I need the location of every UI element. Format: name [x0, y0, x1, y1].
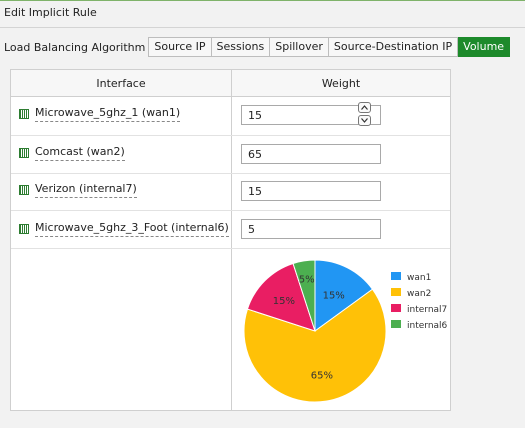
pie-slice-wan1 [314, 259, 374, 332]
table-row-interface: Comcast (wan2) [19, 145, 125, 161]
network-port-icon [19, 185, 29, 195]
algorithm-label: Load Balancing Algorithm [4, 40, 146, 54]
row-divider [11, 135, 450, 136]
legend-label-wan2: wan2 [407, 289, 431, 299]
interface-name[interactable]: Microwave_5ghz_1 (wan1) [35, 106, 181, 122]
pie-label-internal7: 15% [273, 296, 295, 307]
legend-swatch-internal6 [391, 320, 401, 328]
row-divider [11, 248, 450, 249]
table-row-interface: Microwave_5ghz_1 (wan1) [19, 106, 181, 122]
legend-swatch-wan2 [391, 288, 401, 296]
network-port-icon [19, 109, 29, 119]
weight-input-internal6[interactable] [241, 219, 381, 239]
algo-option-volume[interactable]: Volume [458, 37, 511, 57]
weight-table: Interface Weight Microwave_5ghz_1 (wan1)… [10, 69, 451, 411]
volume-pie-chart: 15% 65% 15% 5% wan1 wan2 internal7 internal6 [243, 259, 448, 403]
weight-input-wan2[interactable] [241, 144, 381, 164]
weight-input-wan1[interactable] [241, 105, 381, 125]
algo-option-sessions[interactable]: Sessions [211, 37, 271, 57]
legend-label-internal7: internal7 [407, 305, 447, 315]
table-row-interface: Microwave_5ghz_3_Foot (internal6) [19, 221, 229, 237]
chevron-down-icon[interactable] [358, 115, 371, 126]
page-title: Edit Implicit Rule [4, 6, 97, 19]
legend-label-internal6: internal6 [407, 321, 448, 331]
pie-slice-wan2 [243, 288, 387, 403]
weight-spinner[interactable] [358, 102, 372, 127]
table-row-interface: Verizon (internal7) [19, 182, 137, 198]
legend-label-wan1: wan1 [407, 273, 431, 283]
algo-option-source-ip[interactable]: Source IP [148, 37, 212, 57]
row-divider [11, 173, 450, 174]
interface-name[interactable]: Microwave_5ghz_3_Foot (internal6) [35, 221, 229, 237]
pie-slice-internal6 [292, 259, 316, 332]
header-interface: Interface [96, 77, 146, 90]
table-header: Interface Weight [11, 70, 450, 97]
row-divider [11, 210, 450, 211]
network-port-icon [19, 148, 29, 158]
column-divider [231, 70, 232, 410]
chevron-up-icon[interactable] [358, 102, 371, 113]
top-accent-line [0, 0, 525, 1]
interface-name[interactable]: Verizon (internal7) [35, 182, 137, 198]
interface-name[interactable]: Comcast (wan2) [35, 145, 125, 161]
title-divider [0, 27, 525, 28]
algo-option-source-destination-ip[interactable]: Source-Destination IP [328, 37, 459, 57]
header-weight: Weight [321, 77, 361, 90]
algo-option-spillover[interactable]: Spillover [270, 37, 329, 57]
network-port-icon [19, 224, 29, 234]
pie-label-wan2: 65% [311, 370, 333, 381]
pie-label-internal6: 5% [299, 274, 315, 285]
pie-label-wan1: 15% [323, 290, 345, 301]
legend-swatch-internal7 [391, 304, 401, 312]
legend-swatch-wan1 [391, 272, 401, 280]
algorithm-selector: Source IP Sessions Spillover Source-Dest… [148, 37, 511, 57]
algorithm-row: Load Balancing Algorithm Source IP Sessi… [4, 37, 511, 57]
weight-input-internal7[interactable] [241, 181, 381, 201]
